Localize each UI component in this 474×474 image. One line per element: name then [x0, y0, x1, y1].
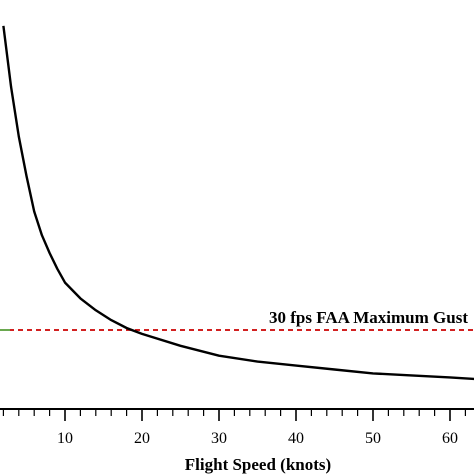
x-tick-label: 10	[57, 430, 73, 447]
x-tick-label: 30	[211, 430, 227, 447]
x-tick-label: 40	[288, 430, 304, 447]
series-group	[2, 25, 474, 381]
x-tick-label: 60	[442, 430, 458, 447]
x-axis: 10 20 30 40 50 60	[0, 408, 474, 447]
series-line	[2, 25, 474, 381]
x-tick-label: 20	[134, 430, 150, 447]
x-tick-label: 50	[365, 430, 381, 447]
x-axis-title: Flight Speed (knots)	[185, 455, 331, 474]
reference-line-label: 30 fps FAA Maximum Gust	[269, 308, 468, 327]
